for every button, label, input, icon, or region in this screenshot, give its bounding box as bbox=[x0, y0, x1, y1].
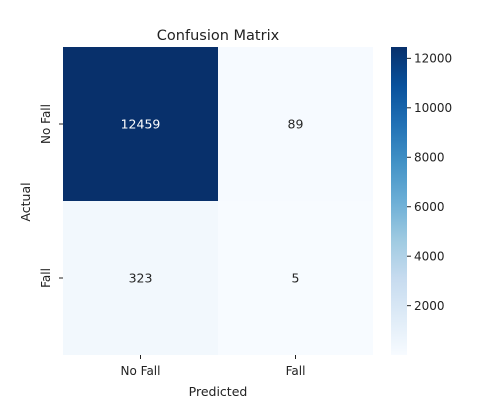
colorbar-tick-label: 4000 bbox=[414, 249, 445, 263]
heatmap-cell bbox=[218, 47, 373, 201]
cell-value-label: 89 bbox=[288, 117, 304, 132]
colorbar-tick-label: 12000 bbox=[414, 52, 452, 66]
x-tick-label: Fall bbox=[286, 364, 306, 378]
x-axis-ticks: No Fall Fall bbox=[121, 355, 306, 378]
x-tick-label: No Fall bbox=[121, 364, 161, 378]
colorbar-tick-label: 10000 bbox=[414, 101, 452, 115]
colorbar-gradient bbox=[391, 47, 407, 355]
y-tick-label: No Fall bbox=[39, 104, 53, 144]
heatmap-cells bbox=[63, 47, 373, 355]
colorbar-ticks: 2000 4000 6000 8000 10000 12000 bbox=[407, 52, 452, 313]
heatmap-cell bbox=[63, 47, 218, 201]
heatmap-cell bbox=[63, 201, 218, 355]
colorbar-tick-label: 6000 bbox=[414, 200, 445, 214]
y-axis-label: Actual bbox=[18, 182, 33, 221]
heatmap-cell-labels: 12459 89 323 5 bbox=[121, 117, 304, 286]
chart-title: Confusion Matrix bbox=[157, 28, 280, 44]
cell-value-label: 5 bbox=[292, 271, 300, 286]
colorbar-tick-label: 2000 bbox=[414, 299, 445, 313]
y-tick-label: Fall bbox=[39, 268, 53, 288]
colorbar: 2000 4000 6000 8000 10000 12000 bbox=[391, 47, 452, 355]
y-axis-ticks: No Fall Fall bbox=[39, 104, 63, 288]
cell-value-label: 323 bbox=[129, 271, 153, 286]
heatmap-cell bbox=[218, 201, 373, 355]
cell-value-label: 12459 bbox=[121, 117, 161, 132]
x-axis-label: Predicted bbox=[189, 384, 248, 399]
colorbar-tick-label: 8000 bbox=[414, 151, 445, 165]
